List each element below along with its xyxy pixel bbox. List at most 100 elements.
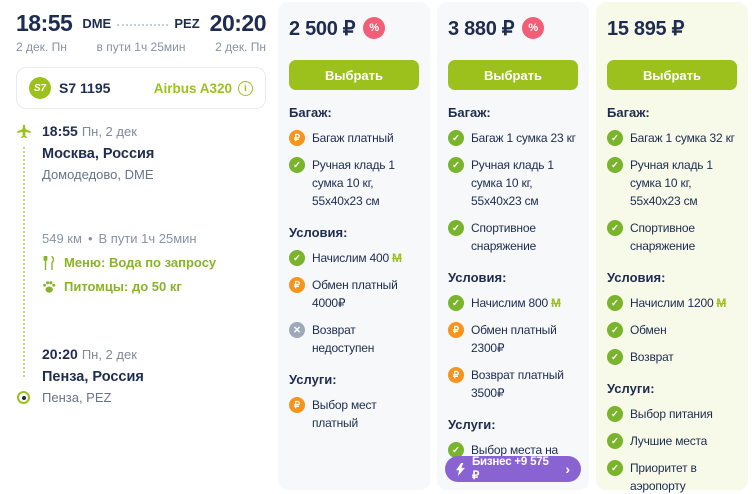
times-row: 18:55 DME PEZ 20:20 bbox=[16, 10, 267, 37]
destination-target-icon bbox=[17, 391, 30, 404]
fare-price-row: 2 500 ₽% bbox=[289, 14, 419, 42]
segment-duration: В пути 1ч 25мин bbox=[98, 231, 197, 246]
feature-text-wrap: Багаж 1 сумка 23 кг bbox=[471, 129, 576, 147]
feature-text-wrap: Возврат bbox=[630, 348, 674, 366]
feature-text-wrap: Багаж платный bbox=[312, 129, 394, 147]
check-icon: ✓ bbox=[448, 130, 464, 146]
departure-date: 2 дек. Пн bbox=[16, 40, 67, 54]
feature-text: Багаж 1 сумка 32 кг bbox=[630, 131, 735, 145]
fare-column-1: 2 500 ₽% Выбрать Багаж: ₽ Багаж платный ✓ Ручн… bbox=[278, 2, 430, 490]
fare-column-2: 3 880 ₽% Выбрать Багаж: ✓ Багаж 1 сумка 23 к… bbox=[437, 2, 589, 490]
ruble-icon: ₽ bbox=[448, 367, 464, 383]
feature-text: Выбор питания bbox=[630, 407, 713, 421]
arrival-airport-row: Пенза, PEZ bbox=[17, 390, 266, 405]
feature-text-wrap: Выбор питания bbox=[630, 405, 713, 423]
arrival-date: 2 дек. Пн bbox=[215, 40, 266, 54]
feature-text-wrap: Обмен платный 2300₽ bbox=[471, 321, 578, 357]
check-icon: ✓ bbox=[448, 157, 464, 173]
feature-text: Ручная кладь 1 сумка 10 кг, 55x40x23 см bbox=[312, 158, 395, 208]
fare-feature-row: ₽ Обмен платный 2300₽ bbox=[448, 321, 578, 357]
arrival-city: Пенза, Россия bbox=[42, 369, 144, 385]
check-icon: ✓ bbox=[607, 295, 623, 311]
select-button[interactable]: Выбрать bbox=[448, 60, 578, 90]
fare-feature-row: ✓ Спортивное снаряжение bbox=[448, 219, 578, 255]
flight-card-left: S7 S7 1195 bbox=[29, 77, 110, 99]
feature-text-wrap: Ручная кладь 1 сумка 10 кг, 55x40x23 см bbox=[630, 156, 737, 210]
feature-text-wrap: Багаж 1 сумка 32 кг bbox=[630, 129, 735, 147]
feature-text-wrap: Ручная кладь 1 сумка 10 кг, 55x40x23 см bbox=[471, 156, 578, 210]
check-icon: ✓ bbox=[607, 349, 623, 365]
fare-feature-row: ✓ Приоритет в аэропорту bbox=[607, 459, 737, 494]
flight-number: S7 1195 bbox=[59, 80, 111, 96]
feature-text: Начислим 400 bbox=[312, 251, 389, 265]
feature-text: Начислим 1200 bbox=[630, 296, 714, 310]
arrival-time: 20:20 bbox=[209, 10, 267, 36]
feature-text-wrap: Выбор мест платный bbox=[312, 396, 419, 432]
fare-price: 2 500 ₽ bbox=[289, 17, 356, 40]
ruble-icon: ₽ bbox=[289, 130, 305, 146]
select-button[interactable]: Выбрать bbox=[607, 60, 737, 90]
feature-text-wrap: Начислим 1200 М bbox=[630, 294, 726, 312]
pets-row: Питомцы: до 50 кг bbox=[42, 279, 266, 294]
fare-price-row: 15 895 ₽ bbox=[607, 14, 737, 42]
fare-section-title: Услуги: bbox=[289, 372, 337, 387]
fare-feature-row: ₽ Выбор мест платный bbox=[289, 396, 419, 432]
feature-text: Ручная кладь 1 сумка 10 кг, 55x40x23 см bbox=[630, 158, 713, 208]
fare-feature-row: ₽ Обмен платный 4000₽ bbox=[289, 276, 419, 312]
arrival-airport: Пенза, PEZ bbox=[42, 390, 112, 405]
feature-text: Лучшие места bbox=[630, 434, 708, 448]
select-button[interactable]: Выбрать bbox=[289, 60, 419, 90]
feature-text-wrap: Обмен платный 4000₽ bbox=[312, 276, 419, 312]
paw-icon bbox=[43, 280, 56, 293]
check-icon: ✓ bbox=[448, 220, 464, 236]
discount-percent-badge: % bbox=[522, 17, 545, 39]
fare-feature-row: ✓ Багаж 1 сумка 23 кг bbox=[448, 129, 578, 147]
feature-text: Спортивное снаряжение bbox=[471, 221, 537, 253]
fare-feature-row: ✓ Начислим 1200 М bbox=[607, 294, 737, 312]
business-upsell-button[interactable]: Бизнес +9 575 ₽ › bbox=[445, 456, 581, 482]
fare-section-title: Услуги: bbox=[607, 381, 655, 396]
fare-section-title: Услуги: bbox=[448, 417, 496, 432]
fare-section-title: Багаж: bbox=[289, 105, 332, 120]
feature-text: Обмен платный 4000₽ bbox=[312, 278, 398, 310]
departure-airport: Домодедово, DME bbox=[42, 167, 154, 182]
departure-time: 18:55 bbox=[16, 10, 73, 36]
fare-feature-row: ✓ Багаж 1 сумка 32 кг bbox=[607, 129, 737, 147]
check-icon: ✓ bbox=[607, 460, 623, 476]
feature-text: Обмен bbox=[630, 323, 667, 337]
feature-text: Ручная кладь 1 сумка 10 кг, 55x40x23 см bbox=[471, 158, 554, 208]
fare-feature-row: ✓ Начислим 800 М bbox=[448, 294, 578, 312]
feature-text-wrap: Обмен bbox=[630, 321, 667, 339]
feature-text: Багаж 1 сумка 23 кг bbox=[471, 131, 576, 145]
info-icon[interactable]: i bbox=[238, 80, 253, 96]
route-dotted-line bbox=[117, 23, 169, 26]
feature-text-wrap: Возврат платный 3500₽ bbox=[471, 366, 578, 402]
airline-logo-icon: S7 bbox=[29, 77, 51, 99]
check-icon: ✓ bbox=[448, 442, 464, 458]
feature-text: Багаж платный bbox=[312, 131, 394, 145]
dates-row: 2 дек. Пн в пути 1ч 25мин 2 дек. Пн bbox=[16, 40, 266, 54]
fare-feature-row: ✓ Лучшие места bbox=[607, 432, 737, 450]
fare-section-title: Условия: bbox=[448, 270, 507, 285]
feature-text-wrap: Приоритет в аэропорту bbox=[630, 459, 737, 494]
miles-symbol: М bbox=[391, 251, 402, 265]
flight-summary-panel: 18:55 DME PEZ 20:20 2 дек. Пн в пути 1ч … bbox=[0, 0, 274, 494]
destination-code: PEZ bbox=[174, 16, 200, 31]
miles-symbol: М bbox=[550, 296, 561, 310]
check-icon: ✓ bbox=[607, 406, 623, 422]
fare-section-title: Багаж: bbox=[607, 105, 650, 120]
feature-text: Спортивное снаряжение bbox=[630, 221, 696, 253]
destination-target-dot bbox=[21, 395, 26, 400]
segment-arrival-date: Пн, 2 дек bbox=[81, 347, 137, 362]
discount-percent-badge: % bbox=[363, 17, 386, 39]
fare-feature-row: ✓ Возврат bbox=[607, 348, 737, 366]
ruble-icon: ₽ bbox=[289, 277, 305, 293]
feature-text: Выбор мест платный bbox=[312, 398, 377, 430]
segment-distance: 549 км bbox=[42, 231, 82, 246]
fare-price: 3 880 ₽ bbox=[448, 17, 515, 40]
check-icon: ✓ bbox=[607, 157, 623, 173]
fare-price-row: 3 880 ₽% bbox=[448, 14, 578, 42]
route-timeline: 18:55 Пн, 2 дек Москва, Россия Домодедово… bbox=[16, 123, 266, 405]
check-icon: ✓ bbox=[448, 295, 464, 311]
